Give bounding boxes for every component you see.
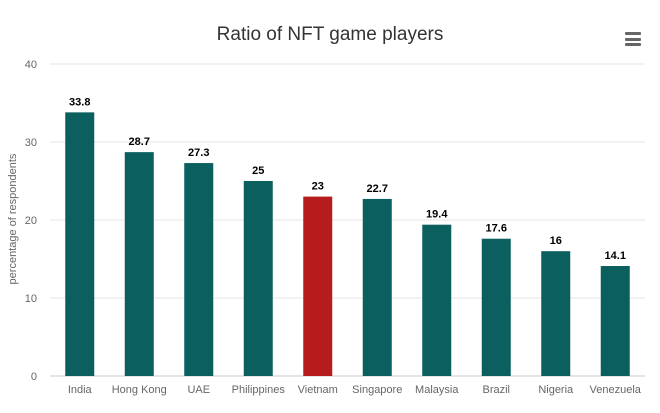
x-tick-label: Nigeria (538, 384, 574, 396)
y-tick-label: 40 (25, 59, 37, 71)
x-tick-label: Singapore (352, 384, 402, 396)
x-tick-label: Hong Kong (112, 384, 167, 396)
data-label: 28.7 (129, 136, 150, 148)
data-label: 33.8 (69, 96, 90, 108)
y-axis-label: percentage of respondents (7, 153, 19, 284)
data-label: 14.1 (605, 250, 626, 262)
data-label: 23 (312, 181, 324, 193)
bar-nigeria[interactable] (541, 251, 571, 376)
x-tick-label: Malaysia (415, 384, 459, 396)
data-label: 19.4 (426, 209, 448, 221)
data-label: 25 (252, 165, 264, 177)
y-tick-label: 10 (25, 293, 37, 305)
y-tick-label: 20 (25, 215, 37, 227)
x-tick-label: Venezuela (590, 384, 642, 396)
hamburger-menu-icon[interactable] (625, 32, 641, 46)
x-tick-label: Philippines (232, 384, 286, 396)
x-tick-label: India (68, 384, 93, 396)
bar-singapore[interactable] (362, 198, 392, 376)
data-label: 22.7 (367, 183, 388, 195)
bar-malaysia[interactable] (422, 224, 452, 376)
y-tick-label: 30 (25, 137, 37, 149)
data-label: 17.6 (486, 223, 507, 235)
bar-uae[interactable] (184, 163, 214, 376)
data-label: 27.3 (188, 147, 209, 159)
bar-brazil[interactable] (481, 238, 511, 376)
bar-hong-kong[interactable] (124, 152, 154, 376)
y-tick-label: 0 (31, 371, 37, 383)
x-tick-label: UAE (187, 384, 210, 396)
bar-philippines[interactable] (243, 181, 273, 376)
x-tick-label: Vietnam (298, 384, 338, 396)
bar-vietnam[interactable] (303, 196, 333, 376)
chart-title: Ratio of NFT game players (216, 24, 444, 45)
x-tick-label: Brazil (482, 384, 510, 396)
bar-india[interactable] (65, 112, 95, 377)
data-label: 16 (550, 235, 562, 247)
bar-venezuela[interactable] (600, 266, 630, 376)
